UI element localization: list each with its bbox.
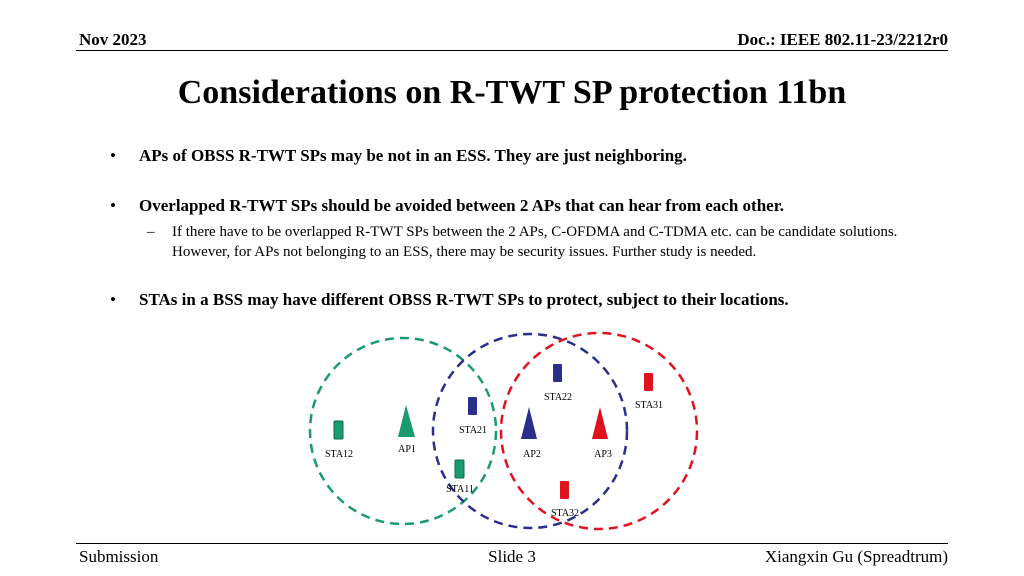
bullet-text: Overlapped R-TWT SPs should be avoided b… [139, 196, 784, 215]
footer-slide-number: Slide 3 [488, 547, 536, 566]
bullet-text: STAs in a BSS may have different OBSS R-… [139, 290, 789, 309]
bss1-coverage-circle [308, 336, 498, 526]
sub-bullet-marker: – [147, 224, 155, 240]
sta12-label: STA12 [325, 449, 353, 460]
slide-title: Considerations on R-TWT SP protection 11… [177, 74, 847, 111]
footer-author: Xiangxin Gu (Spreadtrum) [764, 547, 948, 566]
bullet-marker: • [110, 196, 116, 215]
bss3-coverage-circle [499, 331, 699, 531]
sub-bullet-text: If there have to be overlapped R-TWT SPs… [172, 224, 898, 260]
sta12-marker [333, 420, 344, 440]
ap2-label: AP2 [523, 449, 541, 460]
ap3-label: AP3 [594, 449, 612, 460]
bss2-coverage-circle [431, 332, 629, 530]
bullet-marker: • [110, 146, 116, 165]
sta22-marker [553, 364, 562, 382]
sta22-label: STA22 [544, 392, 572, 403]
ap2-triangle [521, 407, 537, 439]
sta11-label: STA11 [446, 484, 474, 495]
bullet-text: APs of OBSS R-TWT SPs may be not in an E… [139, 146, 687, 165]
sta21-marker [468, 397, 477, 415]
sta32-label: STA32 [551, 508, 579, 519]
sta21-label: STA21 [459, 425, 487, 436]
header-doc-id: Doc.: IEEE 802.11-23/2212r0 [737, 30, 948, 49]
ap3-triangle [592, 407, 608, 439]
footer-submission: Submission [79, 547, 159, 566]
sta31-marker [644, 373, 653, 391]
header-date: Nov 2023 [79, 30, 147, 49]
footer-divider [76, 543, 948, 544]
bullet-marker: • [110, 290, 116, 309]
sta11-marker [454, 459, 465, 479]
sta32-marker [560, 481, 569, 499]
ap1-label: AP1 [398, 444, 416, 455]
ap1-triangle [398, 405, 415, 437]
header-divider [76, 50, 948, 51]
sta31-label: STA31 [635, 400, 663, 411]
